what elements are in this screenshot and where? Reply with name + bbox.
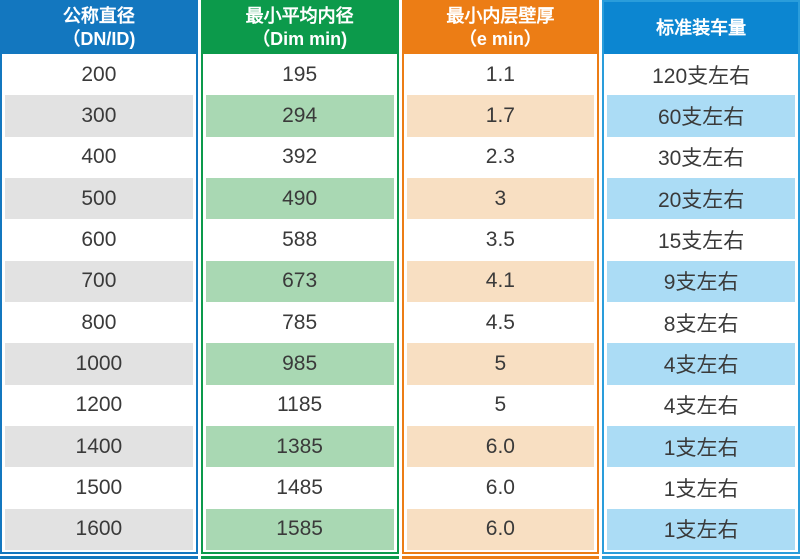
header-title: 最小平均内径	[245, 6, 354, 26]
table-cell: 120支左右	[607, 54, 795, 96]
table-cell: 60支左右	[607, 95, 795, 137]
table-cell: 4支左右	[607, 343, 795, 385]
column-header-dn: 公称直径 （DN/ID)	[2, 2, 196, 54]
table-cell: 1500	[5, 467, 193, 509]
table-cell: 5	[406, 343, 595, 385]
table-cell: 1400	[5, 425, 193, 468]
table-cell: 195	[205, 54, 394, 96]
table-cell: 200	[5, 54, 193, 96]
table-cell: 4支左右	[607, 384, 795, 426]
table-cell: 300	[5, 95, 193, 137]
table-cell: 30支左右	[607, 136, 795, 178]
table-cell: 1585	[205, 508, 394, 550]
column-card-dim-min: 最小平均内径 （Dim min) 195 294 392 490 588 673 785 98…	[200, 0, 399, 554]
table-cell: 985	[205, 343, 394, 385]
table-cell: 1200	[5, 384, 193, 426]
table-cell: 588	[205, 219, 394, 261]
header-title: 标准装车量	[656, 17, 747, 38]
table-cell: 700	[5, 260, 193, 302]
table-cell: 6.0	[406, 425, 595, 468]
table-cell: 4.5	[406, 301, 595, 344]
column-header-dim-min: 最小平均内径 （Dim min)	[202, 2, 397, 54]
table-cell: 673	[205, 260, 394, 302]
table-cell: 1485	[205, 467, 394, 509]
table-cell: 1385	[205, 425, 394, 468]
column-card-loading-qty: 标准装车量 120支左右 60支左右 30支左右 20支左右 15支左右 9支左右 8支左右…	[602, 0, 800, 554]
header-subtitle: （DN/ID)	[62, 29, 136, 49]
table-cell: 4.1	[406, 260, 595, 302]
next-section-border-e-min	[401, 556, 600, 559]
next-section-strip	[0, 556, 800, 559]
table-cell: 1.7	[406, 95, 595, 137]
table-cell: 1000	[5, 343, 193, 385]
table-cell: 500	[5, 177, 193, 220]
column-card-e-min: 最小内层壁厚 （e min） 1.1 1.7 2.3 3 3.5 4.1 4.5 5 5 6.0 6…	[401, 0, 600, 554]
table-cell: 3.5	[406, 219, 595, 261]
header-title: 公称直径	[62, 6, 135, 26]
table-cell: 5	[406, 384, 595, 426]
table-cell: 15支左右	[607, 219, 795, 261]
table-cell: 2.3	[406, 136, 595, 178]
table-cell: 1600	[5, 508, 193, 550]
table-cell: 6.0	[406, 508, 595, 550]
table-cell: 20支左右	[607, 177, 795, 220]
table-cell: 490	[205, 177, 394, 220]
column-rows-dim-min: 195 294 392 490 588 673 785 985 1185 1385 1485 1585	[205, 54, 394, 550]
table-cell: 1支左右	[607, 425, 795, 468]
table-cell: 1支左右	[607, 467, 795, 509]
header-subtitle: （e min）	[458, 29, 542, 49]
table-cell: 400	[5, 136, 193, 178]
table-cell: 6.0	[406, 467, 595, 509]
column-header-e-min: 最小内层壁厚 （e min）	[403, 2, 598, 54]
table-cell: 392	[205, 136, 394, 178]
table-cell: 8支左右	[607, 301, 795, 344]
column-card-dn: 公称直径 （DN/ID) 200 300 400 500 600 700 800 1000 12…	[0, 0, 198, 554]
table-cell: 1185	[205, 384, 394, 426]
table-cell: 9支左右	[607, 260, 795, 302]
next-section-border-dim-min	[200, 556, 399, 559]
next-section-border-dn	[0, 556, 198, 559]
column-rows-dn: 200 300 400 500 600 700 800 1000 1200 1400 1500 160…	[5, 54, 193, 550]
next-section-border-loading-qty	[602, 556, 800, 559]
table-cell: 785	[205, 301, 394, 344]
column-rows-e-min: 1.1 1.7 2.3 3 3.5 4.1 4.5 5 5 6.0 6.0 6.0	[406, 54, 595, 550]
header-subtitle: （Dim min)	[252, 29, 348, 49]
table-cell: 3	[406, 177, 595, 220]
table-cell: 800	[5, 301, 193, 344]
table-cell: 600	[5, 219, 193, 261]
column-header-loading-qty: 标准装车量	[604, 2, 798, 54]
table-cell: 1.1	[406, 54, 595, 96]
column-rows-loading-qty: 120支左右 60支左右 30支左右 20支左右 15支左右 9支左右 8支左右 4支左右 4支…	[607, 54, 795, 550]
header-title: 最小内层壁厚	[446, 6, 555, 26]
table-cell: 294	[205, 95, 394, 137]
table-cell: 1支左右	[607, 508, 795, 550]
